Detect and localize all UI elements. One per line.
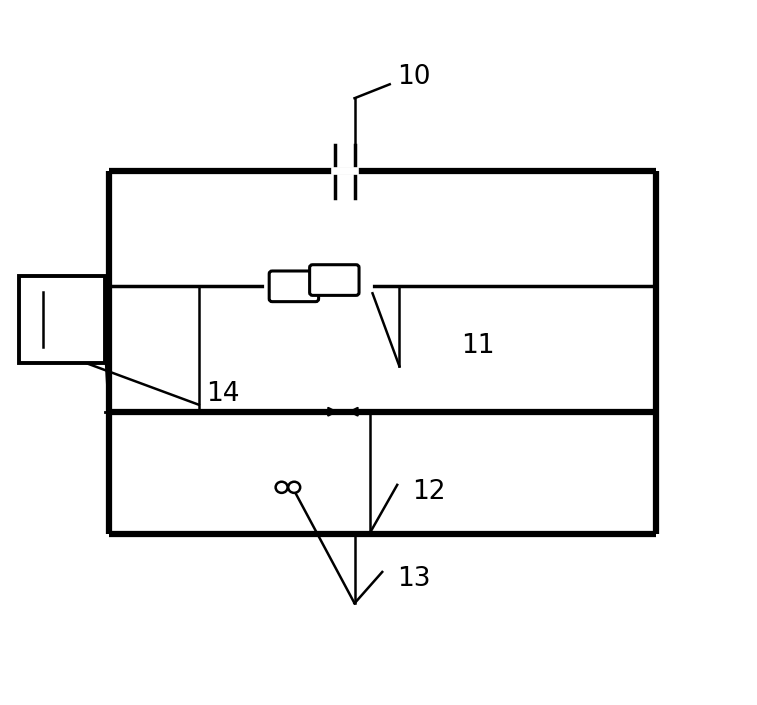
- Text: 12: 12: [413, 479, 446, 505]
- FancyBboxPatch shape: [310, 264, 359, 295]
- Text: 10: 10: [397, 64, 431, 90]
- Circle shape: [276, 482, 288, 493]
- FancyBboxPatch shape: [269, 271, 319, 302]
- Bar: [19, 276, 105, 363]
- Text: 14: 14: [207, 381, 240, 407]
- Text: 13: 13: [397, 566, 431, 592]
- Text: 11: 11: [461, 333, 494, 359]
- Circle shape: [288, 482, 301, 493]
